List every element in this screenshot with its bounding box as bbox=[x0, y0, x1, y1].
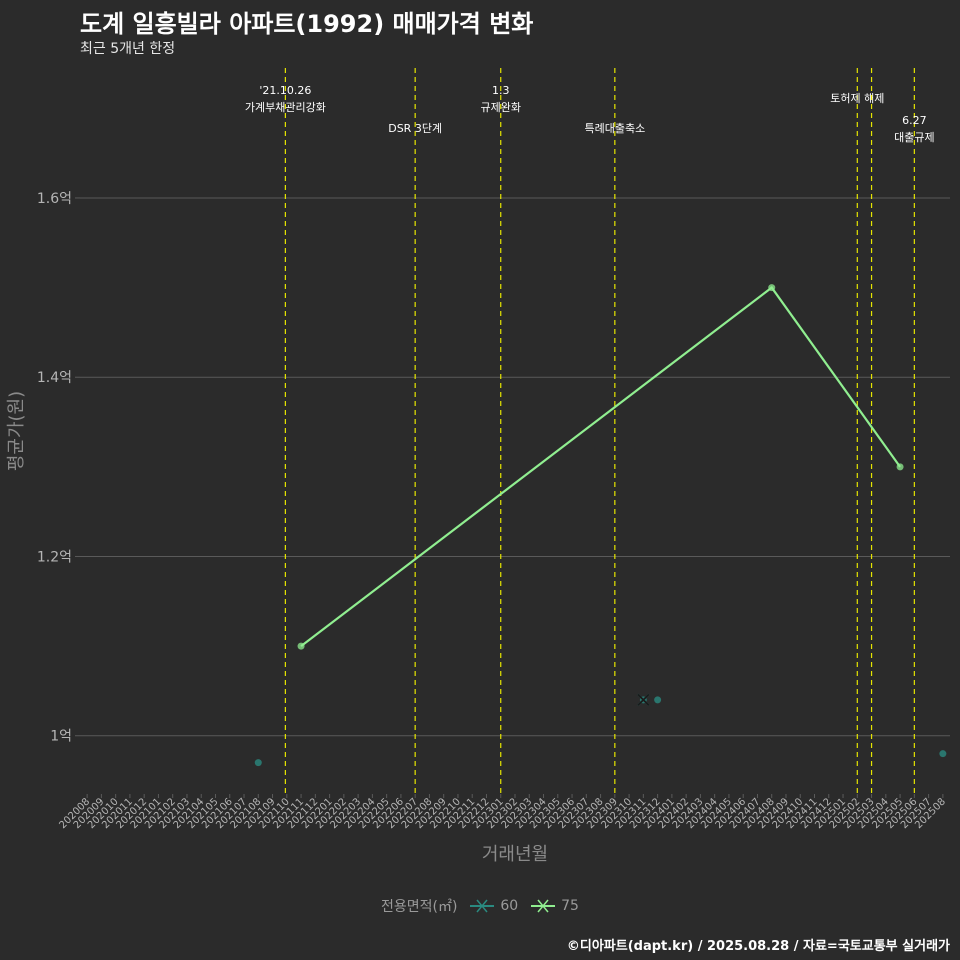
x-marker-75 bbox=[637, 693, 650, 707]
event-label: '21.10.26 bbox=[259, 84, 311, 97]
event-label: 대출규제 bbox=[894, 131, 934, 144]
chart-subtitle: 최근 5개년 한정 bbox=[80, 41, 176, 57]
series-line-75 bbox=[300, 286, 901, 647]
data-point-60 bbox=[254, 759, 262, 767]
event-label: 1.3 bbox=[492, 84, 510, 97]
x-axis-title: 거래년월 bbox=[482, 844, 548, 865]
y-tick-label: 1.4억 bbox=[37, 370, 72, 386]
y-axis-title: 평균가(원) bbox=[6, 391, 27, 471]
data-point-75 bbox=[768, 284, 776, 292]
legend: 전용면적(㎡) 60 75 bbox=[0, 896, 960, 916]
chart-title: 도계 일흥빌라 아파트(1992) 매매가격 변화 bbox=[80, 10, 534, 38]
legend-label-75: 75 bbox=[561, 898, 579, 914]
event-label: 토허제 해제 bbox=[830, 91, 884, 105]
event-label: 6.27 bbox=[902, 114, 927, 127]
data-point-75 bbox=[896, 463, 904, 471]
event-label: 규제완화 bbox=[480, 101, 520, 114]
data-point-60 bbox=[939, 750, 947, 758]
event-label: 가계부채관리강화 bbox=[245, 101, 326, 114]
legend-title: 전용면적(㎡) bbox=[381, 899, 458, 915]
y-tick-label: 1.6억 bbox=[37, 191, 72, 207]
legend-key-60-icon bbox=[469, 899, 494, 913]
event-label: DSR 3단계 bbox=[388, 122, 442, 135]
event-label: 특례대출축소 bbox=[584, 122, 645, 135]
legend-item-75: 75 bbox=[529, 898, 579, 914]
data-point-60 bbox=[654, 696, 662, 704]
source-caption: ©디아파트(dapt.kr) / 2025.08.28 / 자료=국토교통부 실… bbox=[566, 939, 950, 954]
legend-key-75-icon bbox=[530, 899, 555, 913]
y-tick-label: 1억 bbox=[50, 729, 72, 745]
legend-label-60: 60 bbox=[500, 898, 519, 914]
data-point-75 bbox=[297, 642, 305, 650]
y-tick-label: 1.2억 bbox=[37, 549, 72, 565]
legend-item-60: 60 bbox=[468, 898, 518, 914]
